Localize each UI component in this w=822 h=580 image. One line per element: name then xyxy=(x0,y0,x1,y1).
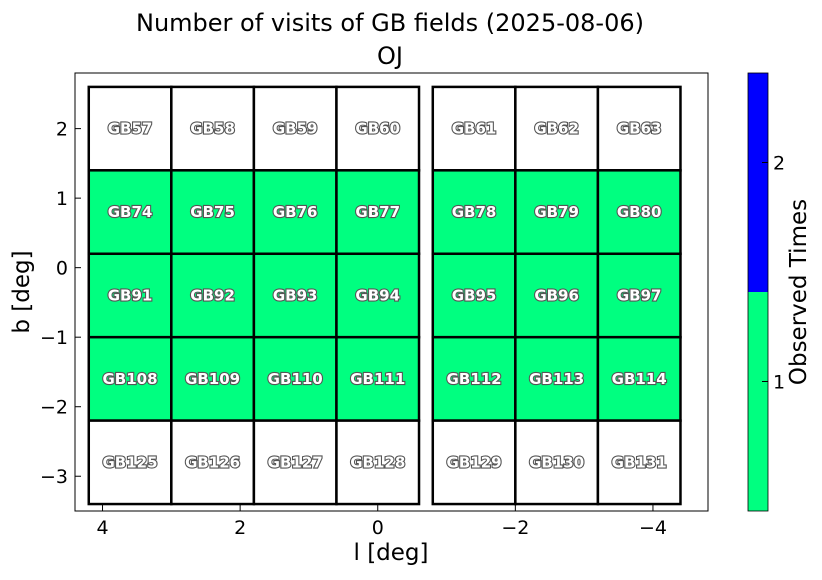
y-axis-label: b [deg] xyxy=(9,250,35,333)
field-cell xyxy=(87,335,173,422)
field-label: GB75 xyxy=(190,203,235,221)
field-label: GB80 xyxy=(617,203,662,221)
field-label: GB77 xyxy=(355,203,400,221)
colorbar-label: Observed Times xyxy=(786,199,812,385)
field-label: GB79 xyxy=(534,203,579,221)
x-tick-label: −2 xyxy=(501,517,529,539)
field-cell xyxy=(170,419,256,506)
colorbar-segment xyxy=(748,73,768,292)
field-label: GB127 xyxy=(268,453,323,471)
field-label: GB91 xyxy=(108,286,153,304)
x-axis: 4 2 0 −2 −4 xyxy=(96,505,667,539)
field-cell xyxy=(170,335,256,422)
field-label: GB58 xyxy=(190,120,235,138)
field-grid: GB57 GB58 GB59 GB60 GB61 GB62 GB63 GB74 GB75 GB76… xyxy=(87,85,682,506)
field-label: GB60 xyxy=(355,120,400,138)
field-label: GB128 xyxy=(350,453,405,471)
y-tick-label: 0 xyxy=(56,258,68,280)
field-cell xyxy=(252,419,338,506)
field-label: GB109 xyxy=(185,370,240,388)
colorbar-tick-label: 1 xyxy=(773,372,785,394)
field-cell xyxy=(514,85,600,172)
field-label: GB112 xyxy=(447,370,502,388)
field-label: GB130 xyxy=(529,453,584,471)
field-label: GB63 xyxy=(617,120,662,138)
y-axis: 2 1 0 −1 −2 −3 xyxy=(40,119,81,488)
field-label: GB114 xyxy=(612,370,667,388)
field-cell xyxy=(335,85,421,172)
x-tick-label: −4 xyxy=(639,517,667,539)
plot-frame xyxy=(74,72,709,512)
field-cell xyxy=(596,85,682,172)
field-label: GB111 xyxy=(350,370,405,388)
field-label: GB62 xyxy=(534,120,579,138)
colorbar-frame xyxy=(747,72,769,512)
field-label: GB76 xyxy=(273,203,318,221)
x-tick-label: 4 xyxy=(96,517,108,539)
field-label: GB74 xyxy=(108,203,153,221)
colorbar: 12 xyxy=(747,72,785,512)
x-tick-label: 2 xyxy=(234,517,246,539)
chart-subtitle: OJ xyxy=(377,42,403,70)
field-label: GB125 xyxy=(103,453,158,471)
x-tick-label: 0 xyxy=(372,517,384,539)
field-label: GB131 xyxy=(612,453,667,471)
field-label: GB59 xyxy=(273,120,318,138)
field-label: GB110 xyxy=(268,370,323,388)
field-cell xyxy=(596,419,682,506)
colorbar-segment xyxy=(748,292,768,511)
chart-title: Number of visits of GB fields (2025-08-0… xyxy=(136,9,644,37)
field-cell xyxy=(514,252,600,339)
field-label: GB94 xyxy=(355,286,400,304)
field-cell xyxy=(87,252,173,339)
field-label: GB113 xyxy=(529,370,584,388)
field-label: GB57 xyxy=(108,120,153,138)
colorbar-tick-label: 2 xyxy=(773,153,785,175)
field-label: GB96 xyxy=(534,286,579,304)
y-tick-label: −1 xyxy=(40,327,68,349)
field-label: GB61 xyxy=(452,120,497,138)
x-axis-label: l [deg] xyxy=(354,540,429,566)
field-label: GB97 xyxy=(617,286,662,304)
y-tick-label: 2 xyxy=(56,119,68,141)
field-cell xyxy=(252,252,338,339)
field-label: GB126 xyxy=(185,453,240,471)
field-cell xyxy=(335,419,421,506)
field-cell xyxy=(335,169,421,256)
field-cell xyxy=(170,252,256,339)
field-label: GB129 xyxy=(447,453,502,471)
y-tick-label: 1 xyxy=(56,188,68,210)
field-cell xyxy=(170,169,256,256)
field-cell xyxy=(514,335,600,422)
field-label: GB108 xyxy=(103,370,158,388)
y-tick-label: −3 xyxy=(40,466,68,488)
field-cell xyxy=(431,335,517,422)
field-label: GB78 xyxy=(452,203,497,221)
y-tick-label: −2 xyxy=(40,397,68,419)
field-cell xyxy=(431,169,517,256)
field-label: GB95 xyxy=(452,286,497,304)
field-cell xyxy=(87,169,173,256)
field-label: GB93 xyxy=(273,286,318,304)
field-cell xyxy=(87,419,173,506)
field-label: GB92 xyxy=(190,286,235,304)
field-cell xyxy=(596,169,682,256)
